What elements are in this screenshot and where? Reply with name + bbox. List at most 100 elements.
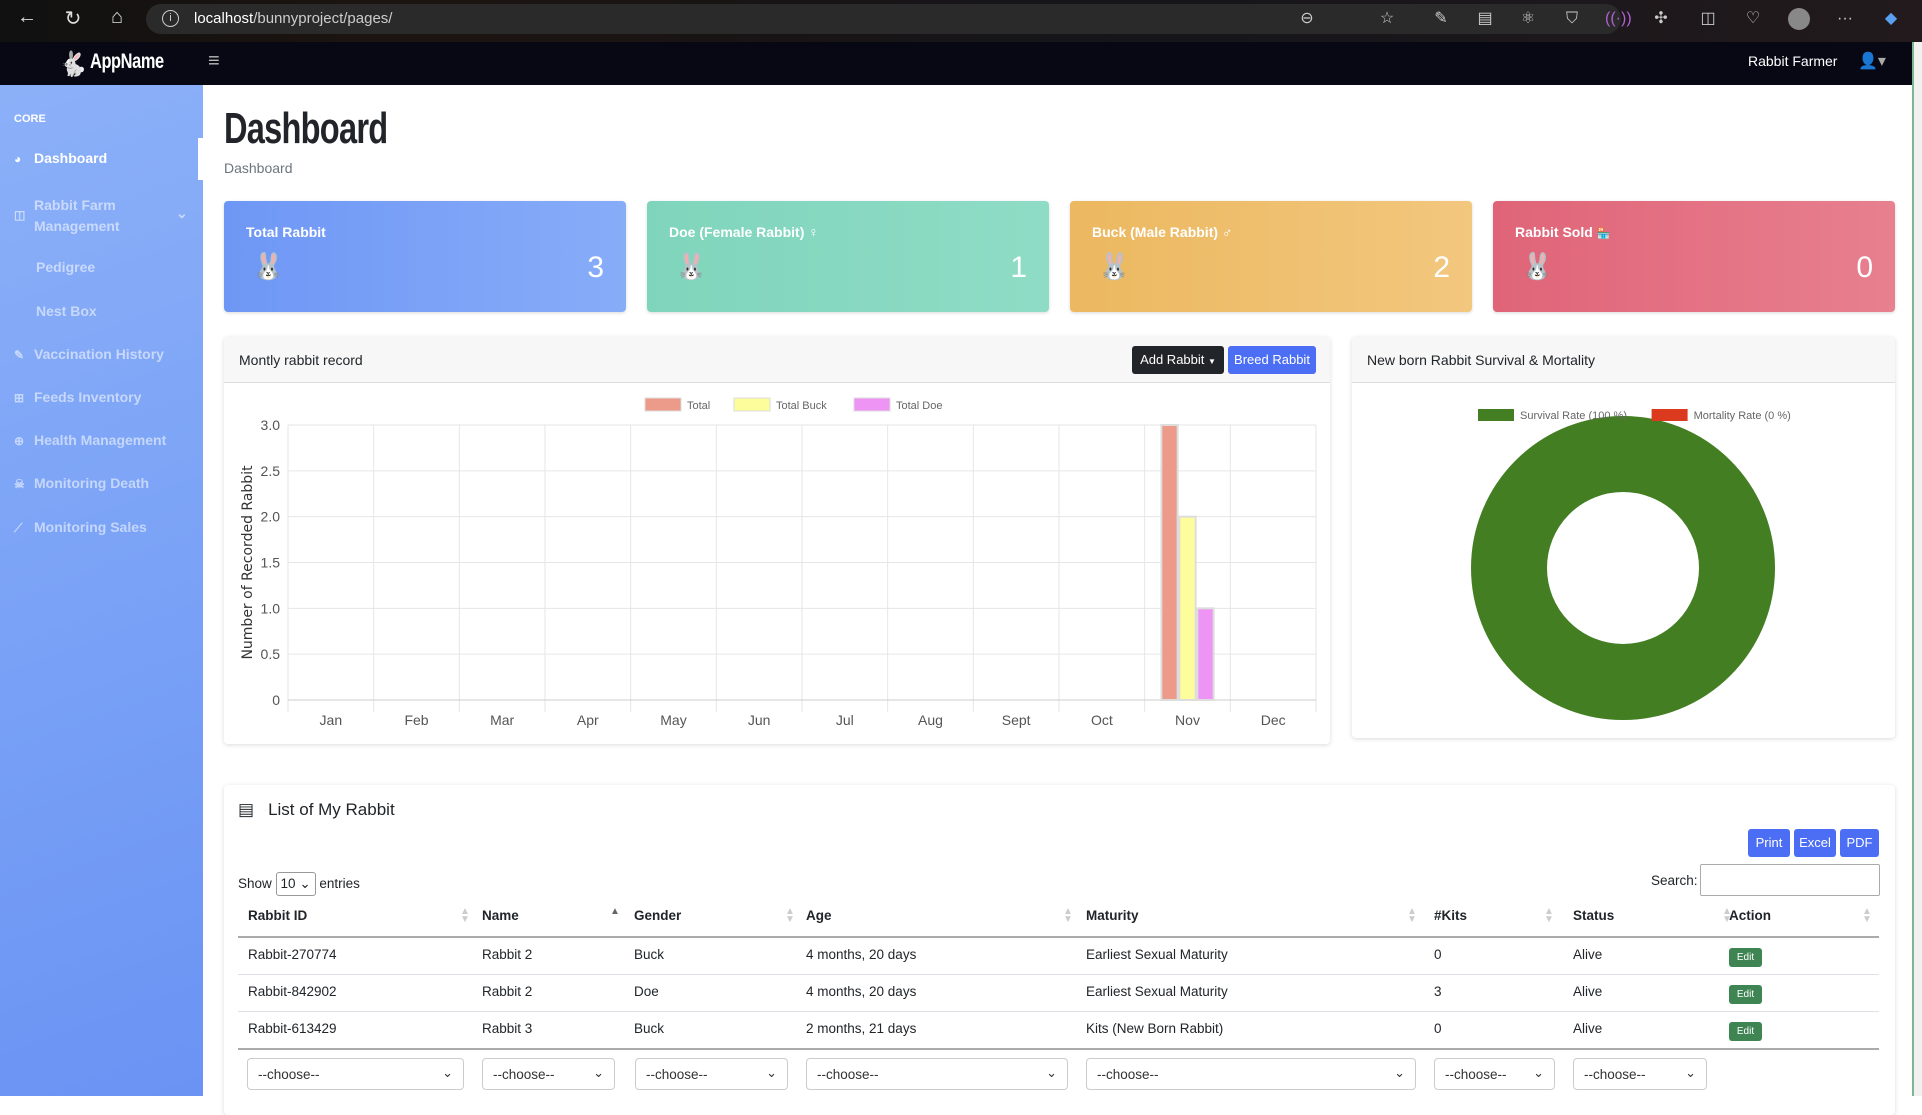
gauge-icon: ◕	[14, 152, 22, 166]
sidebar-item-monitoring-death[interactable]: ☠ Monitoring Death	[14, 475, 150, 491]
chevron-down-icon: ⌄	[1685, 1065, 1696, 1080]
page-scrollbar[interactable]	[1912, 42, 1922, 1096]
edit-button[interactable]: Edit	[1729, 985, 1762, 1004]
sidebar-item-feeds-inventory[interactable]: ⊞ Feeds Inventory	[14, 389, 142, 405]
edit-button[interactable]: Edit	[1729, 1022, 1762, 1041]
sidebar-item-nest-box[interactable]: Nest Box	[36, 303, 97, 319]
column-header[interactable]: Age	[806, 908, 832, 923]
breed-rabbit-button[interactable]: Breed Rabbit	[1228, 346, 1316, 374]
sidebar-item-pedigree[interactable]: Pedigree	[36, 259, 96, 275]
legend-label: Mortality Rate (0 %)	[1694, 410, 1791, 422]
sidebar-item-health-management[interactable]: ⊕ Health Management	[14, 432, 167, 448]
column-filter-select[interactable]: --choose-- ⌄	[635, 1058, 788, 1090]
sort-icon[interactable]: ▲ ▼	[1544, 906, 1554, 925]
health-icon[interactable]: ♡	[1745, 10, 1761, 27]
info-icon[interactable]: i	[162, 10, 179, 27]
x-tick-label: Aug	[918, 712, 943, 728]
user-dropdown-icon[interactable]: 👤▾	[1858, 53, 1886, 70]
card-value: 3	[587, 251, 604, 284]
column-header[interactable]: Name	[482, 908, 519, 923]
puzzle-icon[interactable]: ✣	[1654, 10, 1668, 27]
sidebar: CORE ◕ Dashboard ◫Rabbit Farm Management ⌄ …	[0, 85, 203, 1096]
sidebar-item-dashboard[interactable]: ◕ Dashboard	[14, 150, 108, 166]
table-cell: Rabbit 2	[482, 947, 533, 962]
pdf-button[interactable]: PDF	[1840, 829, 1879, 857]
card-title: Rabbit Sold	[1515, 224, 1593, 240]
favorite-icon[interactable]: ☆	[1379, 10, 1395, 27]
legend-label: Total Buck	[776, 400, 827, 412]
sort-icon[interactable]: ▲ ▼	[1862, 906, 1872, 925]
legend-label: Total Doe	[896, 400, 942, 412]
sort-icon[interactable]: ▲	[610, 906, 620, 917]
chevron-down-icon: ⌄	[442, 1065, 453, 1080]
reload-icon[interactable]: ↻	[64, 8, 82, 30]
column-filter-select[interactable]: --choose-- ⌄	[1573, 1058, 1707, 1090]
column-filter-select[interactable]: --choose-- ⌄	[1086, 1058, 1416, 1090]
table-cell: Rabbit 2	[482, 984, 533, 999]
column-filter-select[interactable]: --choose-- ⌄	[482, 1058, 615, 1090]
panel-title: Montly rabbit record	[239, 352, 363, 368]
entries-select[interactable]: 10 ⌄	[275, 872, 316, 896]
table-cell: Rabbit-270774	[248, 947, 337, 962]
y-tick-label: 1.5	[261, 555, 281, 571]
sort-icon[interactable]: ▲ ▼	[1722, 906, 1732, 925]
column-header[interactable]: Maturity	[1086, 908, 1139, 923]
column-filter-select[interactable]: --choose-- ⌄	[806, 1058, 1068, 1090]
y-tick-label: 0	[272, 692, 280, 708]
card-title: Buck (Male Rabbit)	[1092, 224, 1219, 240]
table-cell: 3	[1434, 984, 1442, 999]
chevron-down-icon: ⌄	[766, 1065, 777, 1080]
rabbit-face-icon: 🐰	[675, 251, 708, 281]
more-icon[interactable]: ···	[1837, 10, 1853, 27]
sort-icon[interactable]: ▲ ▼	[1063, 906, 1073, 925]
legend-swatch	[1478, 409, 1514, 421]
split-screen-icon[interactable]: ◫	[1700, 10, 1716, 27]
home-icon[interactable]: ⌂	[110, 6, 124, 28]
card-value: 0	[1856, 251, 1873, 284]
search-input[interactable]	[1700, 864, 1880, 896]
column-header[interactable]: Status	[1573, 908, 1615, 923]
sidebar-item-monitoring-sales[interactable]: ⟋ Monitoring Sales	[14, 519, 147, 535]
shield-icon[interactable]: ⛉	[1565, 10, 1578, 27]
table-icon: ▤	[238, 800, 255, 819]
copilot-icon[interactable]: ◆	[1884, 10, 1898, 27]
broadcast-icon[interactable]: ((·))	[1605, 10, 1632, 27]
entries-length: Show 10 ⌄ entries	[238, 872, 360, 896]
profile-avatar[interactable]	[1788, 8, 1810, 30]
app-name[interactable]: AppName	[90, 50, 164, 73]
medical-icon: ⊕	[14, 434, 25, 448]
column-header[interactable]: Action	[1729, 908, 1771, 923]
sidebar-item-vaccination-history[interactable]: ✎ Vaccination History	[14, 346, 164, 362]
add-rabbit-dropdown[interactable]: Add Rabbit ▼	[1132, 346, 1224, 374]
extension-icon[interactable]: ▤	[1477, 10, 1493, 27]
column-filter-select[interactable]: --choose-- ⌄	[247, 1058, 464, 1090]
table-cell: 4 months, 20 days	[806, 947, 917, 962]
excel-button[interactable]: Excel	[1794, 829, 1836, 857]
monthly-bar-chart: 0 0.5 1.0 1.5 2.0 2.5 3.0 Jan Feb Mar Apr May Jun Jul…	[240, 397, 1317, 728]
sort-icon[interactable]: ▲ ▼	[785, 906, 795, 925]
print-button[interactable]: Print	[1748, 829, 1790, 857]
column-filter-select[interactable]: --choose-- ⌄	[1434, 1058, 1555, 1090]
doughnut-slice	[1471, 416, 1775, 720]
sidebar-item-rabbit-farm-management[interactable]: ◫Rabbit Farm Management ⌄	[14, 197, 188, 234]
back-icon[interactable]: ←	[17, 6, 37, 28]
female-icon: ♀	[808, 224, 819, 240]
card-value: 2	[1433, 251, 1450, 284]
column-header[interactable]: #Kits	[1434, 908, 1468, 923]
address-bar[interactable]: i localhost/bunnyproject/pages/	[146, 4, 1621, 34]
table-cell: Alive	[1573, 947, 1603, 962]
survival-doughnut-chart: Survival Rate (100 %) Mortality Rate (0 %…	[1471, 409, 1791, 720]
react-icon[interactable]: ⚛	[1520, 10, 1536, 27]
extension-icon[interactable]: ✎	[1434, 10, 1448, 27]
column-header[interactable]: Rabbit ID	[248, 908, 308, 923]
edit-button[interactable]: Edit	[1729, 948, 1762, 967]
sort-icon[interactable]: ▲ ▼	[1407, 906, 1417, 925]
zoom-icon[interactable]: ⊖	[1300, 10, 1314, 27]
card-value: 1	[1010, 251, 1027, 284]
menu-toggle-icon[interactable]: ≡	[208, 50, 220, 72]
y-tick-label: 0.5	[261, 646, 281, 662]
column-header[interactable]: Gender	[634, 908, 682, 923]
sort-icon[interactable]: ▲ ▼	[460, 906, 470, 925]
filter-value: --choose--	[1097, 1067, 1159, 1082]
filter-value: --choose--	[493, 1067, 555, 1082]
